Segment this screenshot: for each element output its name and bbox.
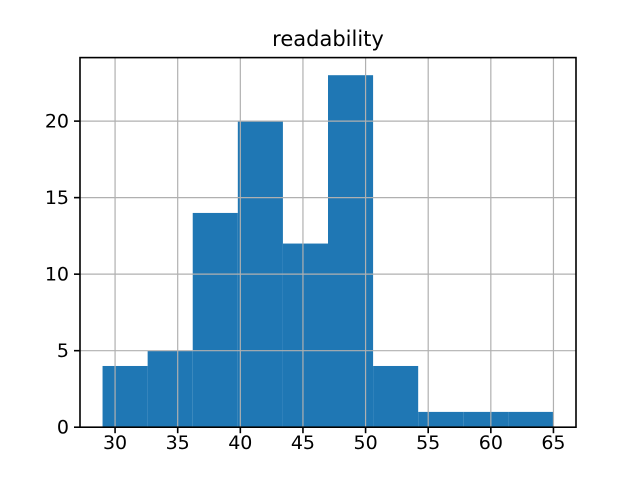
histogram-bar	[102, 365, 148, 428]
x-tick-label: 60	[479, 432, 503, 454]
y-tick-label: 10	[45, 264, 69, 286]
histogram-bar	[508, 411, 554, 428]
chart-title: readability	[272, 27, 384, 51]
histogram-bar	[282, 243, 328, 428]
y-tick-label: 15	[45, 187, 69, 209]
y-tick-label: 20	[45, 111, 69, 133]
x-tick-label: 50	[353, 432, 377, 454]
y-tick-label: 0	[57, 417, 69, 439]
histogram-bar	[192, 212, 238, 428]
histogram-bar	[328, 75, 374, 428]
histogram-bar	[463, 411, 509, 428]
x-tick-label: 45	[291, 432, 315, 454]
axes-spines	[79, 56, 577, 429]
histogram-bar	[418, 411, 464, 428]
x-tick-label: 55	[416, 432, 440, 454]
x-tick-label: 35	[166, 432, 190, 454]
y-tick-label: 5	[57, 340, 69, 362]
histogram-bar	[373, 365, 419, 428]
x-tick-label: 30	[103, 432, 127, 454]
x-tick-label: 65	[541, 432, 565, 454]
histogram-bar	[147, 350, 193, 428]
x-tick-label: 40	[228, 432, 252, 454]
